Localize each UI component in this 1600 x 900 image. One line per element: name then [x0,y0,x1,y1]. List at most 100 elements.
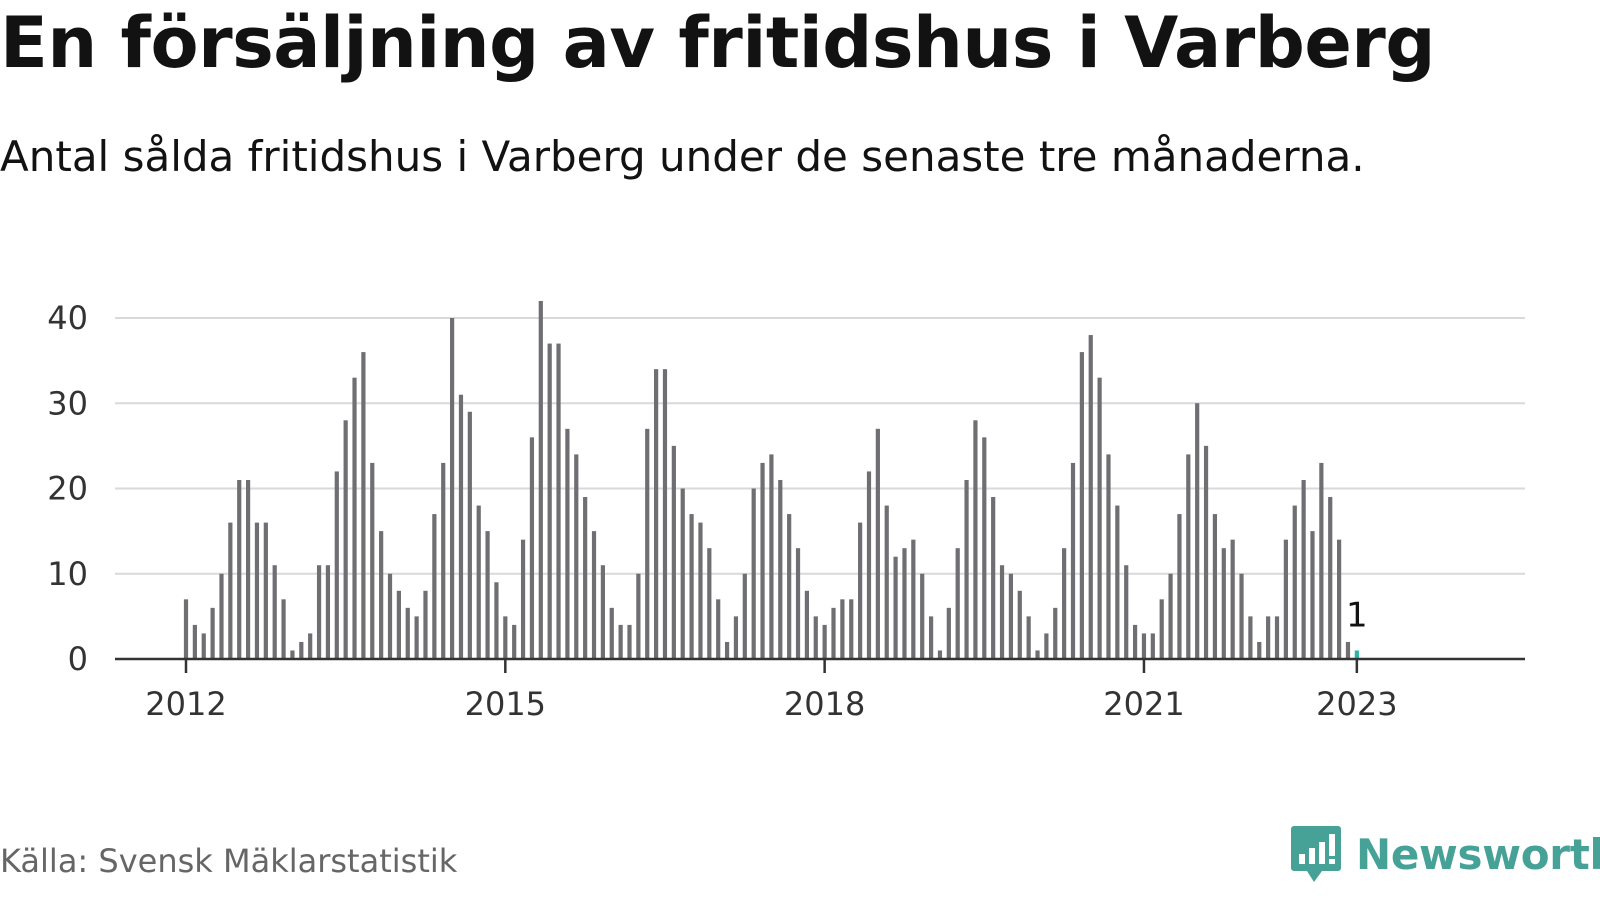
bar [1292,505,1297,659]
chart-subtitle: Antal sålda fritidshus i Varberg under d… [0,132,1365,181]
bar [609,607,614,659]
bar [1186,454,1191,659]
bar [520,539,526,659]
bar [911,539,916,659]
y-tick-label: 20 [47,470,88,508]
bar [866,471,872,659]
bar [1195,403,1200,659]
bar [343,420,348,659]
bar [751,488,756,659]
bar [1266,616,1271,659]
bar [875,428,880,659]
y-tick-label: 10 [47,555,88,593]
bar [600,565,605,659]
bar [1097,377,1102,659]
bar [1230,539,1235,659]
bar [245,479,251,659]
bar [192,624,197,659]
bar [529,437,535,659]
bar [272,565,277,659]
bar [999,565,1005,659]
bar [503,616,508,659]
bar [973,420,978,659]
bar [441,462,446,659]
bar [795,548,801,659]
bar [1017,590,1022,659]
chart-title: En försäljning av fritidshus i Varberg [0,2,1435,84]
labels: 0 10 20 30 40 2012 2015 2018 2021 2023 1 [47,299,1397,723]
bar [228,522,233,659]
bar-chart: 0 10 20 30 40 2012 2015 2018 2021 2023 1 [47,299,1525,723]
bar [893,556,898,659]
bar [458,394,464,659]
bar [645,428,650,659]
bar [1026,616,1031,659]
bar [698,522,703,659]
bar [1212,514,1218,659]
bar [858,522,863,659]
brand-name: Newsworthy [1356,829,1600,879]
bar [1115,505,1120,659]
bar [432,514,437,659]
bar [618,624,623,659]
bar-highlight [1354,650,1359,659]
gridlines [115,317,1525,575]
bar [1124,565,1129,659]
bar [1257,641,1262,659]
bar [450,318,455,659]
bar [902,548,907,659]
bar [1008,573,1014,659]
bar [1044,633,1049,659]
bar [556,343,561,659]
bar [964,479,969,659]
bar [1141,633,1147,659]
bar [1203,445,1209,659]
bar [1274,616,1280,659]
axes [115,657,1525,673]
bar [219,573,224,659]
bar [583,497,588,659]
bar [547,343,552,659]
bar [325,565,331,659]
y-tick-label: 40 [47,299,88,337]
bar [299,641,304,659]
bar [263,522,268,659]
bar [680,488,685,659]
bar [1132,624,1138,659]
bar [1053,607,1058,659]
brand-logo: Newsworthy [1290,824,1600,884]
bar [370,462,375,659]
bar [316,565,322,659]
bar [210,607,215,659]
bar [1248,616,1253,659]
bar [707,548,712,659]
bar [928,616,934,659]
bar [1337,539,1342,659]
last-value-label: 1 [1346,595,1368,635]
bar [334,471,339,659]
bar [1070,462,1076,659]
x-tick-label: 2012 [145,685,226,723]
bar [1168,573,1173,659]
bar [308,633,313,659]
bar [822,624,827,659]
bar [884,505,889,659]
bar [387,573,393,659]
y-tick-label: 30 [47,384,88,422]
bar [671,445,676,659]
x-tick-label: 2015 [465,685,546,723]
bar [352,377,357,659]
bar [405,607,410,659]
x-tick-label: 2018 [784,685,865,723]
bar [565,428,570,659]
bar [778,479,783,659]
bar [423,590,428,659]
bar [254,522,260,659]
bar [467,411,472,659]
bar [1177,514,1182,659]
bar [831,607,836,659]
bar [1283,539,1288,659]
bar [1106,454,1111,659]
bar [716,599,721,659]
bar [689,514,694,659]
